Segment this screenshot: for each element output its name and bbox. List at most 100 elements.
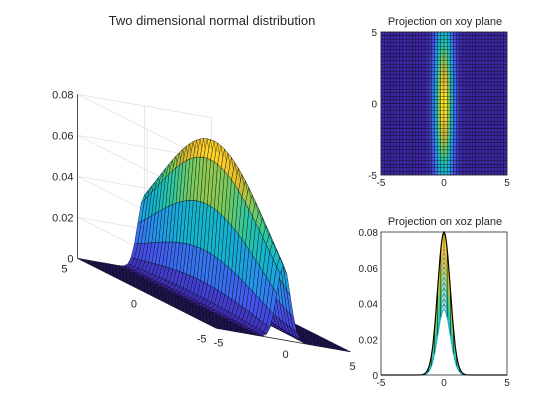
heatmap-cell	[446, 135, 451, 140]
heatmap-cell	[421, 164, 426, 169]
heatmap-cell	[446, 42, 451, 47]
heatmap-cell	[484, 131, 489, 136]
heatmap-cell	[418, 103, 423, 108]
heatmap-cell	[412, 153, 416, 158]
heatmap-cell	[406, 110, 410, 115]
heatmap-cell	[443, 35, 448, 40]
heatmap-cell	[478, 128, 482, 133]
heatmap-cell	[415, 160, 419, 165]
heatmap-cell	[500, 49, 505, 54]
heatmap-cell	[503, 139, 508, 143]
heatmap-cell	[393, 135, 397, 140]
heatmap-cell	[491, 39, 495, 43]
heatmap-cell	[469, 171, 473, 176]
heatmap-cell	[494, 60, 498, 65]
heatmap-cell	[481, 78, 486, 83]
xoz-tick-labels: -5 0 500.020.040.060.08	[359, 228, 511, 389]
heatmap-cell	[481, 110, 486, 115]
heatmap-cell	[383, 121, 388, 126]
heatmap-cell	[494, 42, 498, 47]
heatmap-cell	[478, 39, 482, 43]
heatmap-cell	[428, 42, 432, 47]
heatmap-cell	[399, 74, 404, 79]
heatmap-cell	[440, 156, 445, 161]
heatmap-cell	[383, 67, 388, 72]
heatmap-cell	[453, 60, 457, 65]
heatmap-cell	[459, 71, 464, 76]
heatmap-cell	[453, 117, 457, 122]
heatmap-cell	[494, 146, 498, 151]
heatmap-cell	[503, 121, 508, 126]
heatmap-cell	[380, 117, 385, 122]
heatmap-cell	[428, 171, 432, 176]
heatmap-cell	[462, 89, 467, 93]
heatmap-cell	[409, 114, 413, 118]
heatmap-cell	[428, 46, 432, 51]
heatmap-cell	[406, 96, 410, 101]
heatmap-cell	[503, 35, 508, 40]
heatmap-cell	[469, 167, 473, 172]
heatmap-cell	[421, 92, 426, 97]
heatmap-cell	[503, 164, 508, 169]
heatmap-cell	[453, 146, 457, 151]
heatmap-cell	[415, 39, 419, 43]
heatmap-cell	[406, 67, 410, 72]
heatmap-cell	[481, 171, 486, 176]
heatmap-cell	[475, 99, 479, 104]
heatmap-cell	[478, 78, 482, 83]
heatmap-cell	[406, 35, 410, 40]
heatmap-cell	[380, 53, 385, 58]
heatmap-cell	[484, 92, 489, 97]
heatmap-cell	[459, 171, 464, 176]
heatmap-cell	[387, 128, 391, 133]
heatmap-cell	[396, 117, 401, 122]
heatmap-cell	[478, 149, 482, 154]
heatmap-cell	[503, 85, 508, 90]
heatmap-cell	[412, 124, 416, 129]
heatmap-cell	[415, 164, 419, 169]
heatmap-cell	[469, 49, 473, 54]
heatmap-cell	[478, 35, 482, 40]
heatmap-cell	[431, 121, 435, 126]
heatmap-cell	[399, 121, 404, 126]
heatmap-cell	[453, 121, 457, 126]
heatmap-cell	[469, 81, 473, 86]
heatmap-cell	[481, 81, 486, 86]
heatmap-cell	[456, 78, 460, 83]
heatmap-cell	[462, 53, 467, 58]
heatmap-cell	[415, 85, 419, 90]
heatmap-cell	[459, 92, 464, 97]
heatmap-cell	[440, 67, 445, 72]
heatmap-cell	[396, 106, 401, 111]
heatmap-cell	[412, 135, 416, 140]
heatmap-cell	[450, 124, 454, 129]
heatmap-cell	[453, 131, 457, 136]
heatmap-cell	[393, 156, 397, 161]
heatmap-cell	[440, 135, 445, 140]
heatmap-cell	[487, 96, 492, 101]
heatmap-cell	[399, 92, 404, 97]
heatmap-cell	[497, 78, 501, 83]
heatmap-cell	[503, 149, 508, 154]
heatmap-cell	[494, 89, 498, 93]
heatmap-cell	[459, 164, 464, 169]
heatmap-cell	[415, 49, 419, 54]
heatmap-cell	[409, 78, 413, 83]
heatmap-cell	[437, 128, 442, 133]
heatmap-cell	[446, 139, 451, 143]
heatmap-cell	[462, 39, 467, 43]
heatmap-cell	[412, 106, 416, 111]
heatmap-cell	[390, 135, 394, 140]
heatmap-cell	[494, 164, 498, 169]
heatmap-cell	[402, 67, 407, 72]
heatmap-cell	[446, 81, 451, 86]
heatmap-cell	[402, 49, 407, 54]
heatmap-cell	[478, 106, 482, 111]
heatmap-cell	[494, 135, 498, 140]
heatmap-cell	[434, 67, 438, 72]
heatmap-cell	[380, 106, 385, 111]
heatmap-cell	[494, 103, 498, 108]
heatmap-cell	[387, 96, 391, 101]
heatmap-cell	[481, 49, 486, 54]
